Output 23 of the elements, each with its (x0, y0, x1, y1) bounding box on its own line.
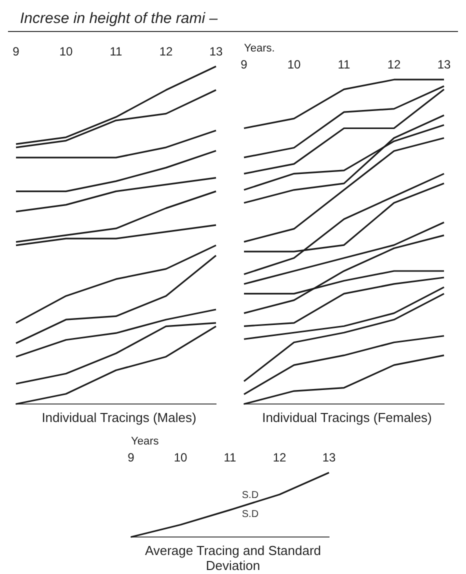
x-tick-label: 10 (287, 58, 301, 72)
x-tick-label: 9 (128, 450, 135, 465)
x-tick-label: 9 (12, 44, 20, 59)
x-tick-label: 10 (59, 44, 73, 59)
x-tick-label: 12 (272, 450, 286, 465)
x-tick-label: 13 (437, 58, 451, 72)
x-tick-label: 13 (209, 44, 223, 59)
x-tick-label: 11 (110, 44, 123, 59)
x-axis-title: Years (131, 436, 160, 448)
annotation: S.D (242, 509, 259, 520)
x-axis-title: Years. (244, 42, 275, 55)
x-tick-label: 12 (159, 44, 173, 59)
x-tick-label: 11 (338, 58, 351, 72)
annotation: S.D (242, 490, 259, 501)
text: Individual Tracings (Males) (40, 410, 198, 425)
text: Average Tracing and Standard Deviation (144, 543, 322, 573)
x-tick-label: 10 (174, 450, 188, 465)
chart-title: Increse in height of the rami – (8, 8, 458, 32)
text: Individual Tracings (Females) (261, 410, 433, 425)
x-tick-label: 9 (240, 58, 248, 72)
x-tick-label: 11 (224, 450, 237, 465)
x-tick-label: 12 (387, 58, 401, 72)
x-tick-label: 13 (322, 450, 336, 465)
